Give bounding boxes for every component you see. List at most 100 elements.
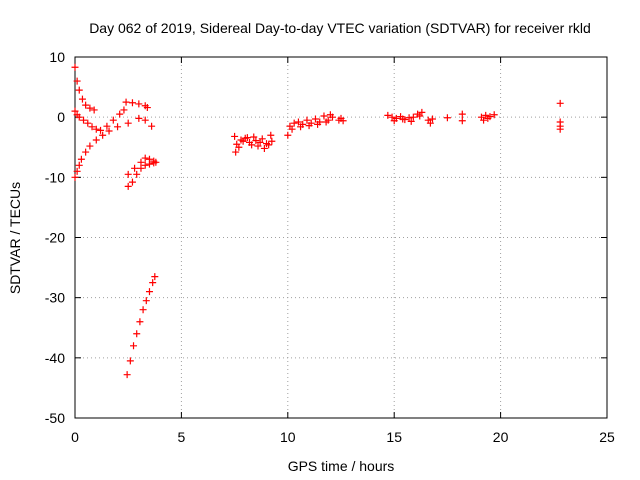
y-tick-label: -50 xyxy=(45,410,65,426)
series-cluster-19-19.7 xyxy=(477,111,498,124)
data-point xyxy=(284,131,292,139)
data-point xyxy=(232,148,240,156)
data-point xyxy=(105,127,113,135)
data-point xyxy=(384,111,392,119)
y-axis-label: SDTVAR / TECUs xyxy=(7,182,23,294)
y-tick-label: 0 xyxy=(57,109,65,125)
series-cluster-16.5 xyxy=(424,115,437,127)
data-point xyxy=(142,297,150,305)
data-point xyxy=(82,101,90,109)
y-tick-label: -10 xyxy=(45,169,65,185)
data-points xyxy=(71,63,564,379)
data-point xyxy=(131,164,139,172)
data-point xyxy=(429,115,437,123)
data-point xyxy=(151,273,159,281)
data-point xyxy=(143,104,151,112)
data-point xyxy=(290,119,298,127)
data-point xyxy=(114,123,122,131)
data-point xyxy=(409,113,417,121)
series-cluster-12.5 xyxy=(335,114,347,125)
data-point xyxy=(294,118,302,126)
series-cluster-10-12 xyxy=(286,111,336,133)
y-tick-label: -40 xyxy=(45,350,65,366)
series-arc-c xyxy=(71,114,156,181)
x-tick-label: 20 xyxy=(493,429,509,445)
series-arc-g xyxy=(123,273,159,379)
data-point xyxy=(86,142,94,150)
data-point xyxy=(116,110,124,118)
data-point xyxy=(141,154,149,162)
series-arc-a xyxy=(71,63,98,114)
data-point xyxy=(80,116,88,124)
data-point xyxy=(133,330,141,338)
data-point xyxy=(252,137,260,145)
data-point xyxy=(288,125,296,133)
data-point xyxy=(390,117,398,125)
x-tick-label: 15 xyxy=(386,429,402,445)
data-point xyxy=(250,133,258,141)
data-point xyxy=(137,164,145,172)
data-point xyxy=(405,114,413,122)
data-point xyxy=(339,117,347,125)
data-point xyxy=(124,119,132,127)
series-cluster-7-9 xyxy=(231,131,276,156)
data-point xyxy=(303,116,311,124)
series-cluster-15-16 xyxy=(384,108,426,125)
data-point xyxy=(231,132,239,140)
axis-ticks: 0 5 10 15 20 25 -50 -40 -30 -20 -10 0 10 xyxy=(45,49,615,445)
data-point xyxy=(399,115,407,123)
series-arc-e xyxy=(124,154,160,178)
data-point xyxy=(314,120,322,128)
data-point xyxy=(128,99,136,107)
data-point xyxy=(556,99,564,107)
data-point xyxy=(97,126,105,134)
data-point xyxy=(145,160,153,168)
data-point xyxy=(416,112,424,120)
data-point xyxy=(75,86,83,94)
data-point xyxy=(88,123,96,131)
data-point xyxy=(90,106,98,114)
y-tick-label: -30 xyxy=(45,290,65,306)
data-point xyxy=(86,104,94,112)
x-tick-label: 10 xyxy=(280,429,296,445)
data-point xyxy=(556,125,564,133)
data-point xyxy=(311,115,319,123)
data-point xyxy=(82,148,90,156)
data-point xyxy=(84,119,92,127)
data-point xyxy=(150,159,158,167)
data-point xyxy=(426,119,434,127)
chart-title: Day 062 of 2019, Sidereal Day-to-day VTE… xyxy=(89,20,591,36)
data-point xyxy=(92,136,100,144)
data-point xyxy=(235,143,243,151)
x-tick-label: 25 xyxy=(599,429,615,445)
data-point xyxy=(137,158,145,166)
data-point xyxy=(141,116,149,124)
data-point xyxy=(418,108,426,116)
data-point xyxy=(73,167,81,175)
series-arc-f xyxy=(124,159,158,190)
data-point xyxy=(135,100,143,108)
data-point xyxy=(254,142,262,150)
data-point xyxy=(458,117,466,125)
data-point xyxy=(265,141,273,149)
data-point xyxy=(99,131,107,139)
data-point xyxy=(123,371,131,379)
data-point xyxy=(124,182,132,190)
grid-lines xyxy=(75,57,607,418)
data-point xyxy=(239,137,247,145)
series-point-17.5 xyxy=(443,114,451,122)
data-point xyxy=(136,318,144,326)
x-axis-label: GPS time / hours xyxy=(288,458,395,474)
data-point xyxy=(141,161,149,169)
data-point xyxy=(126,357,134,365)
data-point xyxy=(149,279,157,287)
data-point xyxy=(443,114,451,122)
series-arc-b xyxy=(71,106,128,134)
data-point xyxy=(133,170,141,178)
data-point xyxy=(388,113,396,121)
data-point xyxy=(326,111,334,119)
data-point xyxy=(71,173,79,181)
data-point xyxy=(260,144,268,152)
data-point xyxy=(109,116,117,124)
